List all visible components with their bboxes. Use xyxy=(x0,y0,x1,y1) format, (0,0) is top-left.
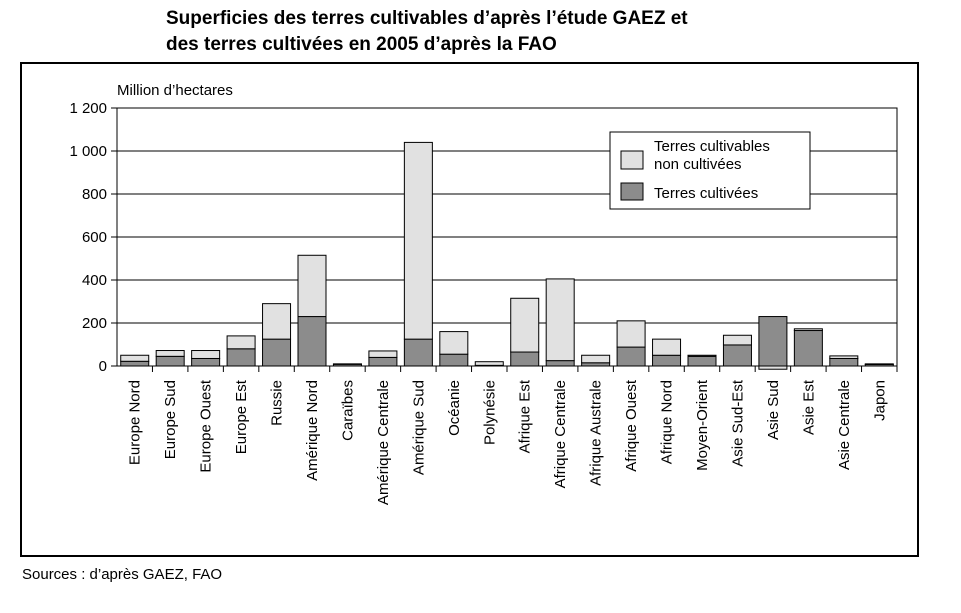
legend-label-uncultivated: Terres cultivables non cultivées xyxy=(654,138,770,173)
x-tick-label: Europe Est xyxy=(233,379,250,454)
x-tick-label: Asie Est xyxy=(800,379,817,435)
bar-uncultivated xyxy=(652,338,682,356)
bar-cultivated xyxy=(545,360,575,367)
x-tick-label: Amérique Nord xyxy=(304,380,321,481)
x-tick-label: Afrique Est xyxy=(517,379,534,453)
x-tick-label: Russie xyxy=(269,380,286,426)
bar-uncultivated xyxy=(262,303,292,340)
x-tick-label: Polynésie xyxy=(481,380,498,445)
bar-uncultivated xyxy=(758,365,788,370)
y-tick-label: 200 xyxy=(82,315,107,332)
chart-title: Superficies des terres cultivables d’apr… xyxy=(166,6,866,58)
bar-uncultivated xyxy=(616,320,646,348)
x-tick-label: Afrique Centrale xyxy=(552,380,569,488)
bar-uncultivated xyxy=(687,354,717,357)
y-tick-label: 0 xyxy=(99,358,107,375)
bar-cultivated xyxy=(439,353,469,367)
bar-uncultivated xyxy=(226,335,256,350)
x-tick-label: Asie Sud xyxy=(765,380,782,440)
chart-frame xyxy=(20,62,919,557)
bar-cultivated xyxy=(191,357,221,367)
legend-swatch-uncultivated xyxy=(620,150,644,170)
legend-label-cultivated: Terres cultivées xyxy=(654,185,758,202)
bar-uncultivated xyxy=(829,355,859,359)
bar-cultivated xyxy=(758,316,788,367)
bar-cultivated xyxy=(368,356,398,367)
bar-uncultivated xyxy=(120,354,150,362)
bar-uncultivated xyxy=(722,334,752,346)
x-tick-label: Europe Nord xyxy=(127,380,144,465)
bar-uncultivated xyxy=(864,363,894,365)
bar-cultivated xyxy=(297,316,327,367)
y-tick-label: 600 xyxy=(82,229,107,246)
x-tick-label: Japon xyxy=(871,380,888,421)
y-tick-label: 800 xyxy=(82,186,107,203)
x-tick-label: Europe Ouest xyxy=(198,379,215,472)
bar-cultivated xyxy=(262,338,292,367)
bar-uncultivated xyxy=(793,328,823,332)
bar-cultivated xyxy=(403,338,433,367)
y-tick-label: 1 000 xyxy=(69,143,107,160)
x-tick-label: Europe Sud xyxy=(162,380,179,459)
x-tick-label: Moyen-Orient xyxy=(694,379,711,471)
bar-cultivated xyxy=(226,348,256,367)
legend-swatch-cultivated xyxy=(620,182,644,201)
bar-cultivated xyxy=(722,344,752,367)
bar-uncultivated xyxy=(439,331,469,355)
bar-uncultivated xyxy=(297,254,327,318)
bar-cultivated xyxy=(510,351,540,367)
bar-cultivated xyxy=(687,355,717,367)
x-tick-label: Asie Centrale xyxy=(836,380,853,470)
chart-title-line-1: Superficies des terres cultivables d’apr… xyxy=(166,8,688,29)
bar-cultivated xyxy=(793,330,823,367)
bar-uncultivated xyxy=(510,297,540,353)
x-tick-label: Océanie xyxy=(446,380,463,436)
y-tick-label: 400 xyxy=(82,272,107,289)
y-tick-label: 1 200 xyxy=(69,100,107,117)
bar-cultivated xyxy=(829,357,859,367)
bar-cultivated xyxy=(652,354,682,367)
x-tick-label: Amérique Sud xyxy=(410,380,427,475)
bar-uncultivated xyxy=(581,354,611,364)
bar-uncultivated xyxy=(403,141,433,340)
bar-uncultivated xyxy=(474,361,504,366)
x-tick-label: Asie Sud-Est xyxy=(729,379,746,467)
x-tick-label: Afrique Nord xyxy=(659,380,676,464)
bar-cultivated xyxy=(155,355,185,367)
bar-uncultivated xyxy=(368,350,398,358)
x-tick-label: Amérique Centrale xyxy=(375,380,392,505)
bar-uncultivated xyxy=(545,278,575,362)
y-axis-label: Million d’hectares xyxy=(117,82,233,99)
bar-uncultivated xyxy=(155,350,185,357)
x-tick-label: Afrique Australe xyxy=(588,380,605,486)
bar-uncultivated xyxy=(191,350,221,359)
bar-cultivated xyxy=(616,346,646,367)
source-note: Sources : d’après GAEZ, FAO xyxy=(22,566,223,583)
bar-cultivated xyxy=(120,360,150,367)
x-tick-label: Caraïbes xyxy=(339,380,356,441)
chart-title-line-2: des terres cultivées en 2005 d’après la … xyxy=(166,34,557,55)
x-tick-label: Afrique Ouest xyxy=(623,379,640,472)
